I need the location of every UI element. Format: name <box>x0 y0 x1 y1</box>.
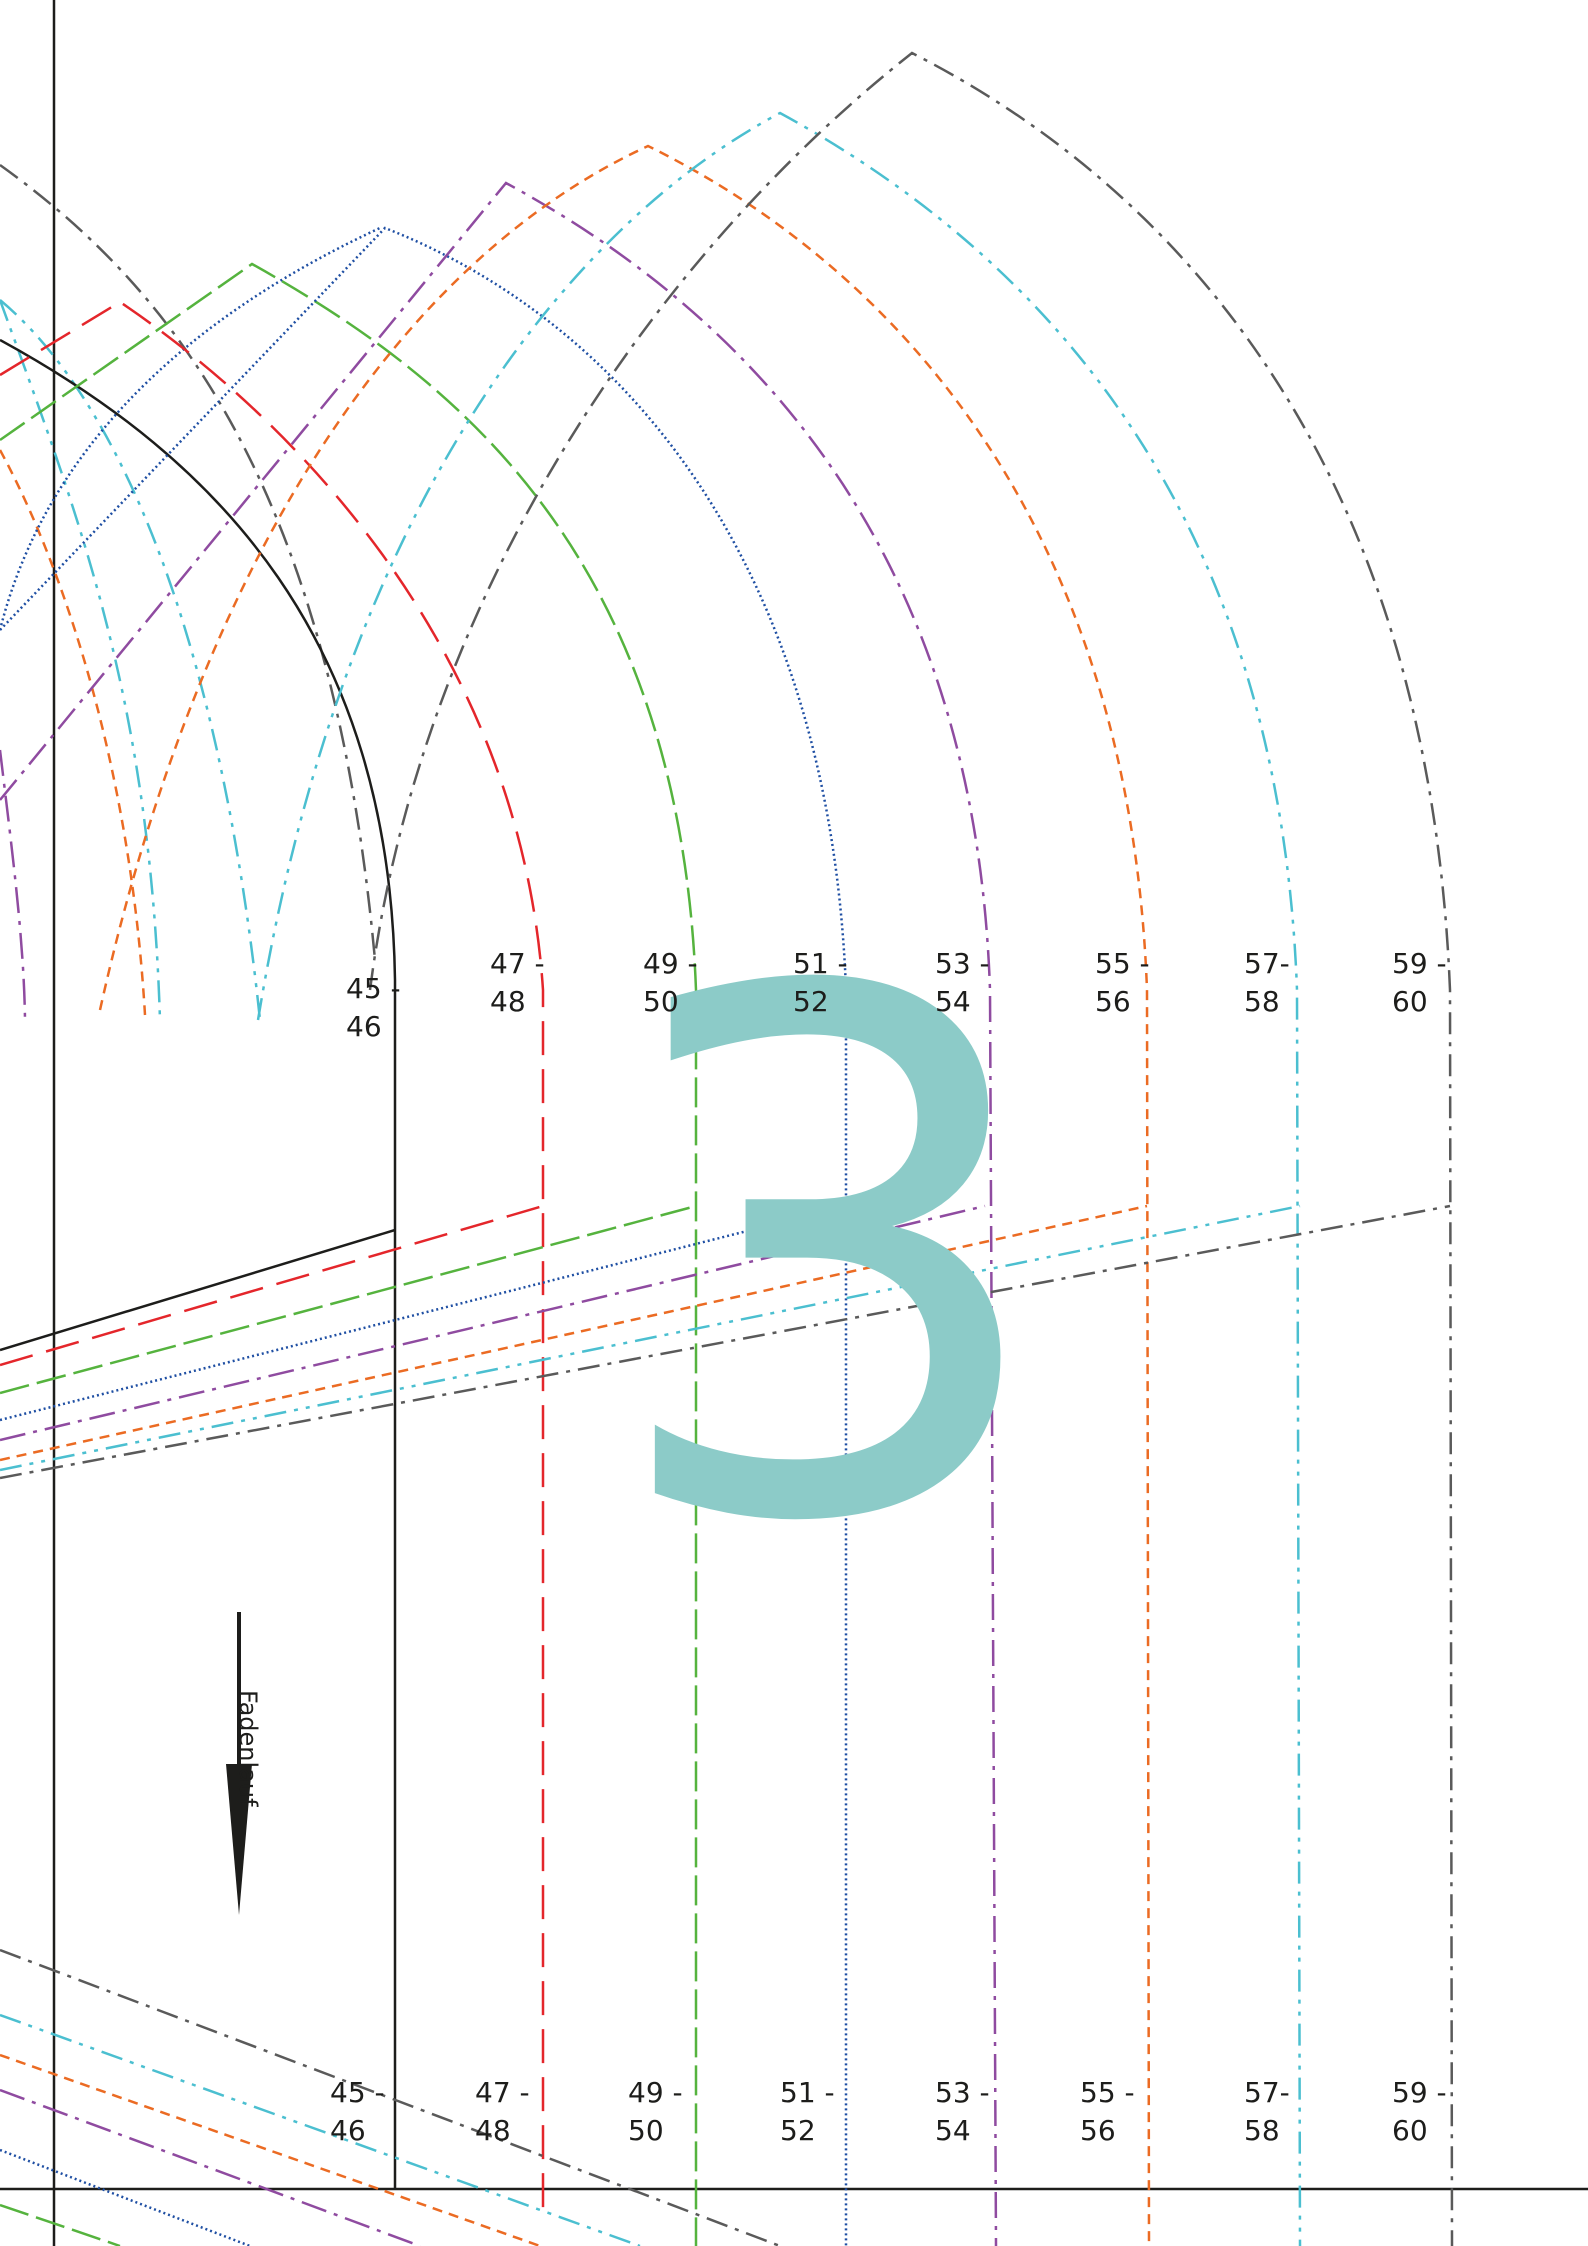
size-label-upper-47-48: 47 - 48 <box>490 947 545 1018</box>
bottom-55-56 <box>0 2053 541 2246</box>
hem-47-48 <box>0 1204 544 1367</box>
size-label-upper-49-50: 49 - 50 <box>643 947 698 1018</box>
size-label-lower-47-48: 47 - 48 <box>475 2076 530 2147</box>
bottom-57-58 <box>0 2013 641 2246</box>
outline-49-50 <box>0 262 698 2246</box>
bottom-53-54 <box>0 2088 421 2246</box>
armhole-51-52 <box>0 226 381 631</box>
armhole-55-56 <box>0 449 147 1016</box>
size-label-upper-53-54: 53 - 54 <box>935 947 990 1018</box>
page-number: 3 <box>600 841 1059 1679</box>
size-label-upper-55-56: 55 - 56 <box>1095 947 1150 1018</box>
outline-57-58 <box>256 111 1302 2246</box>
hem-53-54 <box>0 1204 986 1442</box>
outline-59-60 <box>368 51 1454 2246</box>
hem-51-52 <box>0 1204 847 1422</box>
size-label-lower-51-52: 51 - 52 <box>780 2076 835 2147</box>
size-label-lower-45-46: 45 - 46 <box>330 2076 385 2147</box>
armhole-57-58-b <box>0 299 162 1021</box>
outline-47-48 <box>0 300 545 2215</box>
size-label-upper-51-52: 51 - 52 <box>793 947 848 1018</box>
hem-55-56 <box>0 1204 1148 1462</box>
bottom-51-52 <box>0 2148 251 2246</box>
size-label-upper-57-58: 57- 58 <box>1244 947 1290 1018</box>
outline-55-56 <box>98 144 1151 2246</box>
size-label-lower-55-56: 55 - 56 <box>1080 2076 1135 2147</box>
hem-lines <box>0 1204 1451 1480</box>
outline-51-52 <box>0 226 848 2246</box>
armhole-57-58 <box>0 299 262 1021</box>
size-label-lower-57-58: 57- 58 <box>1244 2076 1290 2147</box>
size-label-lower-59-60: 59 - 60 <box>1392 2076 1447 2147</box>
size-label-lower-49-50: 49 - 50 <box>628 2076 683 2147</box>
size-label-lower-53-54: 53 - 54 <box>935 2076 990 2147</box>
armhole-53-54 <box>0 749 27 1021</box>
outline-45-46 <box>0 338 397 2189</box>
size-label-upper-45-46: 45 - 46 <box>346 972 401 1043</box>
hem-59-60 <box>0 1204 1451 1480</box>
bottom-lines <box>0 1948 781 2246</box>
armhole-curves <box>0 163 381 1021</box>
hem-49-50 <box>0 1204 697 1395</box>
hem-57-58 <box>0 1204 1301 1472</box>
bottom-59-60 <box>0 1948 781 2246</box>
grainline-label: Fadenlauf <box>234 1690 262 1807</box>
hem-45-46 <box>0 1228 396 1352</box>
bottom-49-50 <box>0 2203 121 2246</box>
size-outlines <box>0 51 1454 2246</box>
outline-53-54 <box>0 181 998 2246</box>
armhole-59-60 <box>0 163 377 961</box>
grainline-arrow <box>226 1612 252 1915</box>
size-label-upper-59-60: 59 - 60 <box>1392 947 1447 1018</box>
